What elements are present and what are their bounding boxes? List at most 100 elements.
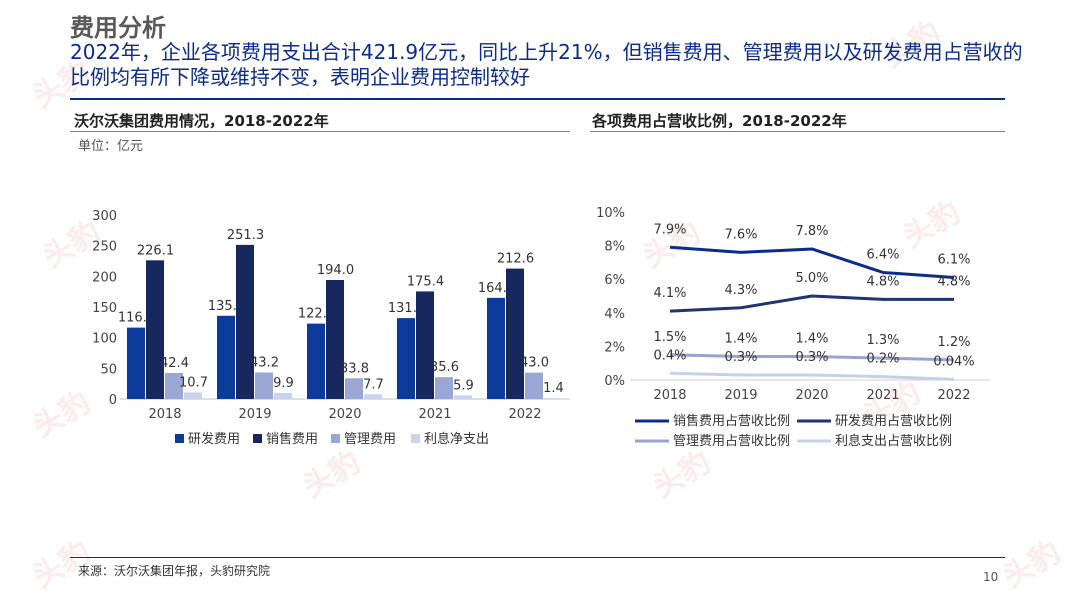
- x-tick-label: 2018: [148, 407, 181, 422]
- data-label: 7.6%: [724, 227, 757, 242]
- legend-item: 利息支出占营收比例: [835, 433, 952, 449]
- data-label: 6.1%: [937, 253, 970, 268]
- y-tick-label: 300: [92, 209, 117, 224]
- data-label: 1.5%: [653, 330, 686, 345]
- x-tick-label: 2019: [238, 407, 271, 422]
- data-label: 1.4: [543, 381, 564, 396]
- y-tick-label: 10%: [596, 206, 625, 221]
- y-tick-label: 8%: [604, 240, 625, 255]
- bar: [364, 394, 382, 399]
- y-tick-label: 4%: [604, 307, 625, 322]
- page-title: 费用分析: [70, 14, 166, 42]
- data-label: 4.3%: [724, 283, 757, 298]
- data-label: 226.1: [137, 243, 174, 258]
- data-label: 0.04%: [933, 354, 974, 369]
- y-tick-label: 0%: [604, 374, 625, 389]
- left-panel-divider: [70, 131, 570, 132]
- page-subtitle: 2022年，企业各项费用支出合计421.9亿元，同比上升21%，但销售费用、管理…: [70, 40, 1023, 89]
- data-label: 131.9: [388, 301, 425, 316]
- series-line: [669, 245, 955, 280]
- y-tick-label: 150: [92, 301, 117, 316]
- data-label: 6.4%: [866, 247, 899, 262]
- data-label: 4.1%: [653, 286, 686, 301]
- footer-divider: [70, 557, 1005, 558]
- source-note: 来源：沃尔沃集团年报，头豹研究院: [78, 564, 271, 578]
- bar: [525, 372, 543, 399]
- bar: [326, 280, 344, 399]
- y-tick-label: 6%: [604, 273, 625, 288]
- data-label: 9.9: [273, 376, 294, 391]
- expense-bar-chart: 0 50 100 150 200 250 300 2018 116.4 226.1 42.4 10.7…: [92, 209, 570, 447]
- bar: [165, 372, 183, 399]
- y-tick-label: 100: [92, 332, 117, 347]
- data-label: 0.3%: [795, 350, 828, 365]
- data-label: 164.9: [478, 281, 515, 296]
- bar: [236, 244, 254, 399]
- data-label: 42.4: [160, 356, 189, 371]
- x-tick-label: 2020: [795, 388, 828, 403]
- data-label: 10.7: [179, 375, 208, 390]
- right-panel-title: 各项费用占营收比例，2018-2022年: [592, 112, 847, 130]
- data-label: 43.0: [520, 356, 549, 371]
- data-label: 5.9: [453, 378, 474, 393]
- bar: [397, 318, 415, 399]
- y-tick-label: 2%: [604, 340, 625, 355]
- legend-swatch: [331, 434, 340, 443]
- expense-ratio-line-chart: 0% 2% 4% 6% 8% 10% 2018 2019 2020 2021 2022 7.9% 7.6…: [596, 206, 990, 449]
- unit-label: 单位：亿元: [78, 139, 144, 154]
- data-label: 7.7: [363, 377, 384, 392]
- legend-item: 利息净支出: [424, 431, 489, 447]
- data-label: 4.8%: [937, 274, 970, 289]
- data-label: 0.3%: [724, 350, 757, 365]
- data-label: 1.2%: [937, 335, 970, 350]
- bar: [416, 291, 434, 399]
- data-label: 194.0: [317, 263, 354, 278]
- bar: [544, 398, 562, 399]
- bar: [217, 315, 235, 399]
- bar: [146, 260, 164, 399]
- x-tick-label: 2018: [653, 388, 686, 403]
- data-label: 251.3: [227, 228, 264, 243]
- series-line: [669, 294, 954, 313]
- header-divider: [70, 98, 1005, 100]
- legend-item: 管理费用: [344, 432, 396, 447]
- x-tick-label: 2021: [866, 388, 899, 403]
- data-label: 0.4%: [653, 348, 686, 363]
- legend-swatch: [411, 434, 420, 443]
- legend-item: 销售费用占营收比例: [673, 413, 790, 429]
- legend-item: 管理费用占营收比例: [673, 434, 790, 449]
- data-label: 212.6: [497, 252, 534, 267]
- legend-swatch: [253, 434, 262, 443]
- bar: [435, 377, 453, 399]
- y-tick-label: 250: [92, 240, 117, 255]
- x-tick-label: 2019: [724, 388, 757, 403]
- data-label: 35.6: [430, 360, 459, 375]
- x-tick-label: 2022: [937, 388, 970, 403]
- legend-item: 研发费用占营收比例: [835, 413, 952, 429]
- data-label: 116.4: [118, 311, 155, 326]
- bar: [274, 392, 292, 399]
- bar: [255, 372, 273, 399]
- y-tick-label: 0: [109, 393, 117, 408]
- data-label: 1.3%: [866, 333, 899, 348]
- series-line: [669, 353, 955, 362]
- data-label: 33.8: [340, 361, 369, 376]
- bar: [506, 268, 524, 399]
- data-label: 43.2: [250, 356, 279, 371]
- data-label: 7.9%: [653, 222, 686, 237]
- data-label: 1.4%: [724, 331, 757, 346]
- series-line: [669, 371, 955, 381]
- y-tick-label: 200: [92, 270, 117, 285]
- x-tick-label: 2021: [418, 407, 451, 422]
- x-tick-label: 2022: [508, 407, 541, 422]
- data-label: 175.4: [407, 274, 444, 289]
- data-label: 5.0%: [795, 271, 828, 286]
- data-label: 4.8%: [866, 274, 899, 289]
- data-label: 7.8%: [795, 224, 828, 239]
- watermark: 头豹: [997, 534, 1067, 596]
- bar: [184, 392, 202, 399]
- x-tick-label: 2020: [328, 407, 361, 422]
- y-tick-label: 50: [100, 362, 117, 377]
- legend-item: 研发费用: [188, 431, 240, 447]
- bar: [307, 323, 325, 399]
